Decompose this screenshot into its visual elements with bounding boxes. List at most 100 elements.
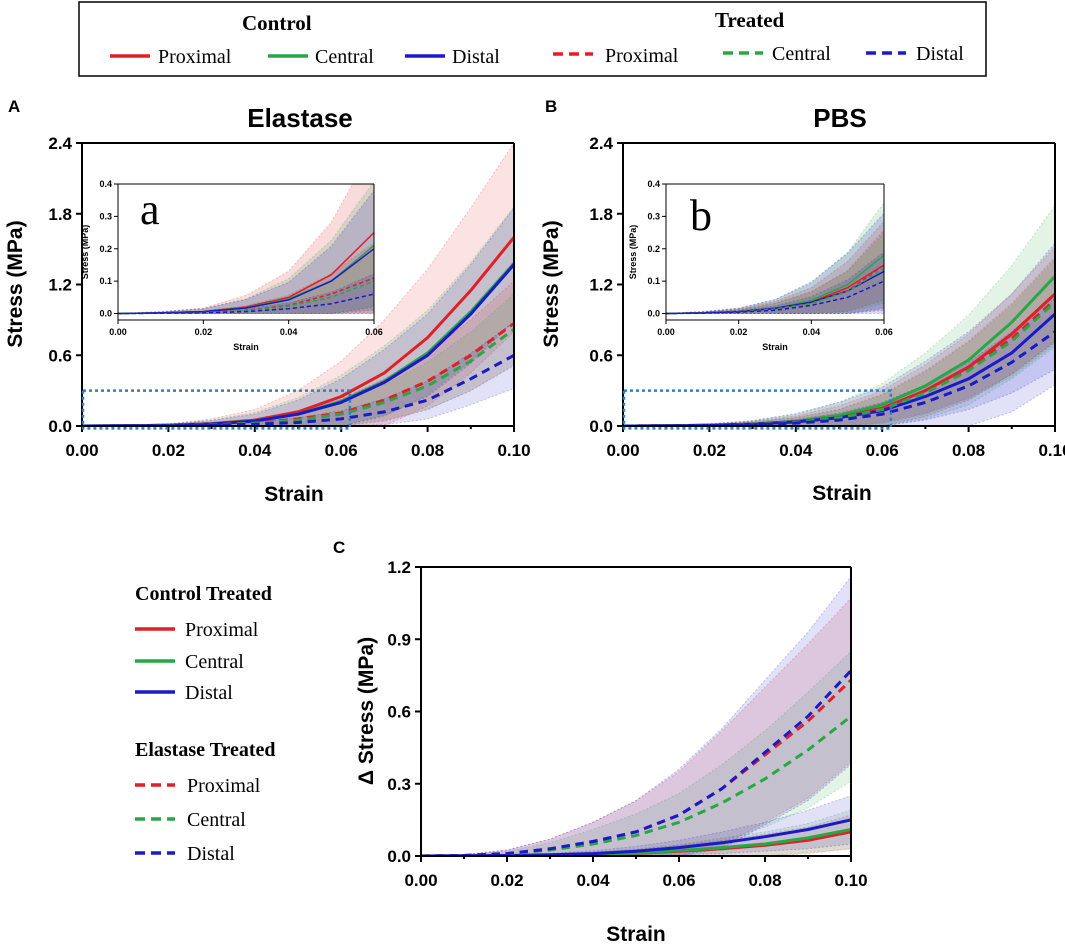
x-tick-label: 0.10 bbox=[834, 871, 867, 890]
band-control-proximal bbox=[666, 220, 884, 314]
inset-y-tick-label: 0.3 bbox=[647, 211, 660, 221]
y-tick-label: 0.6 bbox=[48, 346, 72, 365]
x-axis-label: Strain bbox=[264, 483, 324, 506]
inset-label: a bbox=[140, 185, 160, 234]
top-legend-box bbox=[78, 1, 987, 77]
inset-x-tick-label: 0.02 bbox=[730, 327, 748, 337]
inset-y-tick-label: 0.4 bbox=[99, 179, 112, 189]
y-axis-label: Δ Stress (MPa) bbox=[355, 637, 378, 785]
chart-title: Elastase bbox=[247, 103, 353, 133]
legend-ct-distal-label: Distal bbox=[185, 682, 233, 704]
zoom-region-box bbox=[81, 389, 352, 430]
panel-b: 0.00 0.02 0.04 0.06 0.08 0.10 0.0 0.6 1.2 1.8 2.4 B… bbox=[540, 97, 1065, 505]
x-tick-label: 0.04 bbox=[779, 441, 813, 460]
inset-y-axis-label: Stress (MPa) bbox=[80, 225, 90, 280]
y-tick-label: 0.6 bbox=[387, 703, 411, 722]
inset-y-axis-label: Stress (MPa) bbox=[628, 225, 638, 280]
legend-control-central-label: Central bbox=[315, 46, 374, 68]
y-tick-label: 1.2 bbox=[48, 276, 72, 295]
top-legend: Control Treated Proximal Central Distal … bbox=[78, 1, 987, 77]
y-axis-label: Stress (MPa) bbox=[540, 220, 563, 347]
inset-x-tick-label: 0.06 bbox=[875, 327, 893, 337]
inset-y-tick-label: 0.1 bbox=[99, 276, 112, 286]
y-tick-label: 0.0 bbox=[387, 847, 411, 866]
x-tick-label: 0.06 bbox=[325, 441, 358, 460]
band-elastase-treated-proximal bbox=[421, 597, 851, 856]
legend-et-central-label: Central bbox=[187, 809, 246, 831]
inset-y-tick-label: 0.2 bbox=[647, 244, 660, 254]
x-tick-label: 0.00 bbox=[65, 441, 98, 460]
x-tick-label: 0.04 bbox=[238, 441, 272, 460]
y-tick-label: 2.4 bbox=[589, 134, 613, 153]
legend-treated-distal-label: Distal bbox=[916, 43, 964, 65]
panel-label: C bbox=[333, 538, 345, 557]
band-control-central bbox=[623, 204, 1055, 426]
inset-x-tick-label: 0.00 bbox=[657, 327, 675, 337]
y-tick-label: 0.0 bbox=[589, 417, 613, 436]
inset-x-axis-label: Strain bbox=[762, 342, 788, 352]
legend-treated-central-label: Central bbox=[772, 43, 831, 65]
legend-et-proximal-label: Proximal bbox=[187, 775, 261, 797]
x-tick-label: 0.04 bbox=[576, 871, 610, 890]
x-tick-label: 0.08 bbox=[748, 871, 781, 890]
x-tick-label: 0.08 bbox=[952, 441, 985, 460]
inset-b: 0.00 0.02 0.04 0.06 0.0 0.1 0.2 0.3 0.4 Strain Str… bbox=[628, 179, 893, 352]
legend-ct-central-label: Central bbox=[185, 651, 244, 673]
chart-title: PBS bbox=[813, 103, 866, 133]
line-treated-distal bbox=[118, 293, 374, 315]
x-tick-label: 0.00 bbox=[606, 441, 639, 460]
inset-a: 0.00 0.02 0.04 0.06 0.0 0.1 0.2 0.3 0.4 Strain Str… bbox=[80, 179, 383, 352]
line-treated-distal bbox=[666, 280, 884, 315]
x-axis-label: Strain bbox=[606, 923, 666, 946]
x-tick-label: 0.06 bbox=[866, 441, 899, 460]
band-control-central bbox=[82, 205, 514, 426]
x-axis-label: Strain bbox=[812, 482, 872, 505]
inset-x-axis-label: Strain bbox=[233, 342, 259, 352]
x-tick-label: 0.10 bbox=[1038, 441, 1065, 460]
legend-elastase-treated-title: Elastase Treated bbox=[135, 739, 276, 761]
y-tick-label: 1.8 bbox=[589, 205, 613, 224]
band-control-distal bbox=[82, 207, 514, 426]
x-tick-label: 0.08 bbox=[411, 441, 444, 460]
inset-y-tick-label: 0.2 bbox=[99, 244, 112, 254]
band-treated-central bbox=[623, 258, 1055, 426]
band-control-central bbox=[666, 201, 884, 314]
inset-y-tick-label: 0.1 bbox=[647, 276, 660, 286]
legend-control-title: Control bbox=[242, 11, 312, 35]
legend-ct-proximal-label: Proximal bbox=[185, 619, 259, 641]
band-control-distal bbox=[666, 212, 884, 314]
inset-x-tick-label: 0.00 bbox=[109, 327, 127, 337]
band-elastase-treated-central bbox=[421, 650, 851, 856]
inset-y-tick-label: 0.0 bbox=[647, 309, 660, 319]
inset-y-tick-label: 0.3 bbox=[99, 211, 112, 221]
y-tick-label: 0.3 bbox=[387, 775, 411, 794]
legend-treated-proximal-label: Proximal bbox=[605, 45, 679, 67]
band-control-proximal bbox=[118, 184, 374, 314]
x-tick-label: 0.02 bbox=[693, 441, 726, 460]
panels: 0.00 0.02 0.04 0.06 0.08 0.10 0.0 0.6 1.2 1.8 2.4 A… bbox=[4, 97, 1065, 946]
inset-x-tick-label: 0.04 bbox=[280, 327, 298, 337]
inset-y-tick-label: 0.4 bbox=[647, 179, 660, 189]
inset-x-tick-label: 0.06 bbox=[365, 327, 383, 337]
x-tick-label: 0.02 bbox=[152, 441, 185, 460]
y-tick-label: 0.6 bbox=[589, 346, 613, 365]
zoom-region-box bbox=[622, 389, 893, 430]
y-tick-label: 1.2 bbox=[589, 276, 613, 295]
x-tick-label: 0.00 bbox=[404, 871, 437, 890]
y-tick-label: 2.4 bbox=[48, 134, 72, 153]
inset-y-tick-label: 0.0 bbox=[99, 309, 112, 319]
y-tick-label: 1.8 bbox=[48, 205, 72, 224]
band-treated-central bbox=[666, 232, 884, 314]
band-treated-proximal bbox=[623, 256, 1055, 426]
band-control-distal bbox=[118, 189, 374, 314]
legend-control-distal-label: Distal bbox=[452, 46, 500, 68]
y-tick-label: 0.9 bbox=[387, 630, 411, 649]
panel-c: 0.00 0.02 0.04 0.06 0.08 0.10 0.0 0.3 0.6 0.9 1.2 C… bbox=[333, 538, 868, 946]
band-treated-proximal bbox=[118, 242, 374, 314]
band-elastase-treated-distal bbox=[421, 575, 851, 856]
band-control-central bbox=[118, 184, 374, 314]
band-treated-distal bbox=[82, 321, 514, 426]
x-tick-label: 0.06 bbox=[662, 871, 695, 890]
y-tick-label: 0.0 bbox=[48, 417, 72, 436]
